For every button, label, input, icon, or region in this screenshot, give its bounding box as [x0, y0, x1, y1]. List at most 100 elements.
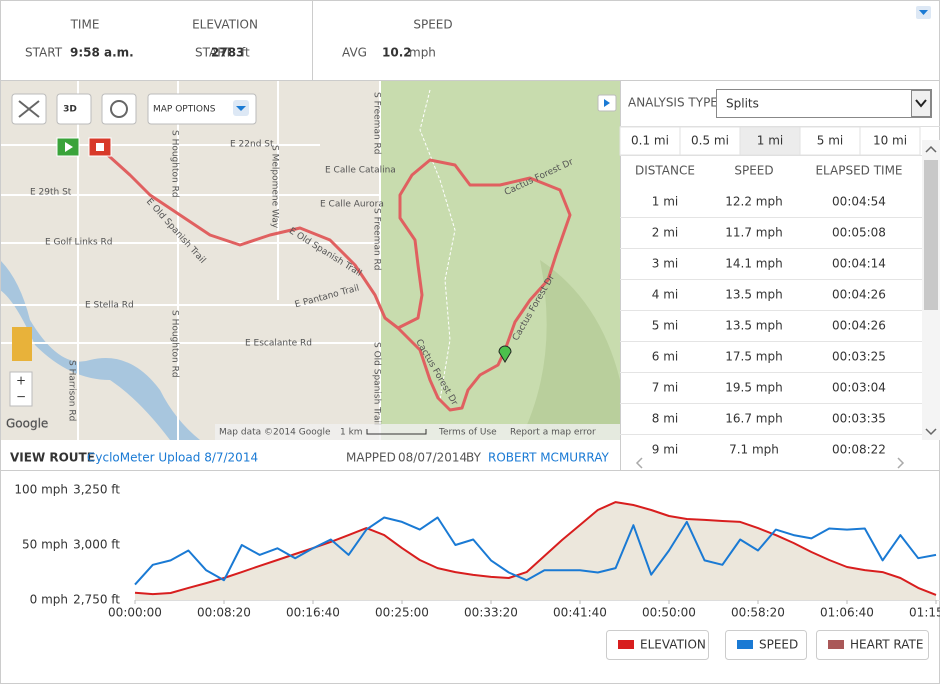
analysis-type-label: ANALYSIS TYPE:: [628, 96, 722, 110]
legend-label: SPEED: [759, 638, 798, 652]
cell: 00:03:35: [832, 412, 886, 426]
x-tick-label: 01:15:00: [909, 606, 940, 620]
route-name[interactable]: CycloMeter Upload 8/7/2014: [87, 451, 258, 465]
route: [98, 146, 572, 412]
line: [134, 516, 937, 586]
legend-swatch: [828, 640, 844, 649]
legend-button[interactable]: [816, 630, 929, 660]
line: [134, 501, 937, 596]
tab[interactable]: [799, 126, 861, 156]
cell: 1 mi: [652, 195, 678, 209]
select-value: Splits: [726, 97, 759, 111]
map-label: S Freeman Rd: [372, 92, 382, 155]
cell: 2 mi: [652, 226, 678, 240]
map-options-button[interactable]: [147, 93, 257, 125]
location-pin[interactable]: [498, 345, 512, 363]
map-label: E 29th St: [30, 188, 72, 198]
select-arrow: [911, 90, 931, 117]
map-label: S Houghton Rd: [170, 310, 180, 378]
x-tick-label: 00:58:20: [731, 606, 785, 620]
map-label: S Houghton Rd: [170, 130, 180, 198]
x-tick-label: 00:00:00: [108, 606, 162, 620]
map-label: S Melpomene Way: [270, 145, 280, 229]
cell: 00:04:54: [832, 195, 886, 209]
cell: 16.7 mph: [725, 412, 782, 426]
column-header: ELAPSED TIME: [815, 164, 902, 178]
x-tick-label: 00:41:40: [553, 606, 607, 620]
terms-link[interactable]: Terms of Use: [438, 428, 497, 438]
cell: 14.1 mph: [725, 257, 782, 271]
stat-label: TIME: [70, 18, 100, 32]
cell: 3 mi: [652, 257, 678, 271]
stat-unit: ft: [241, 46, 250, 60]
button-label: MAP OPTIONS: [153, 105, 216, 115]
scale-label: 1 km: [340, 428, 363, 438]
view-route-label: VIEW ROUTE: [10, 451, 95, 465]
tab[interactable]: [859, 126, 921, 156]
icon: [919, 10, 928, 15]
x-tick-label: 00:33:20: [464, 606, 518, 620]
map-label: E Golf Links Rd: [45, 238, 113, 248]
y2-tick-label: 3,000 ft: [73, 538, 120, 552]
chart: 0 mph 50 mph 100 mph 2,750 ft 3,000 ft 3,250 …: [14, 483, 940, 660]
icon: [925, 428, 937, 436]
map-label: S Harrison Rd: [67, 360, 77, 421]
map-label: S Freeman Rd: [372, 208, 382, 271]
analysis-type-select[interactable]: [716, 89, 932, 118]
cell: 17.5 mph: [725, 350, 782, 364]
rotate-button[interactable]: [101, 93, 137, 125]
icon: [110, 100, 128, 118]
map-label: E Stella Rd: [85, 301, 134, 311]
icon: [96, 143, 104, 151]
legend-swatch: [618, 640, 634, 649]
terrain: [520, 260, 620, 440]
zoom-control[interactable]: [9, 371, 33, 407]
icon: [925, 145, 937, 153]
by-label: BY: [466, 451, 482, 465]
tab[interactable]: [679, 126, 741, 156]
cell: 12.2 mph: [725, 195, 782, 209]
trails: [419, 89, 456, 401]
cell: 13.5 mph: [725, 288, 782, 302]
route-info: VIEW ROUTE CycloMeter Upload 8/7/2014 MA…: [0, 451, 940, 471]
stat-sub: START: [25, 46, 63, 60]
stat-value: 2783: [211, 46, 244, 60]
tab-label: 0.1 mi: [631, 134, 669, 148]
tab-label: 10 mi: [873, 134, 907, 148]
scroll-thumb[interactable]: [924, 160, 938, 310]
icon: [635, 457, 643, 469]
legend-button[interactable]: [725, 630, 807, 660]
attribution: Map data ©2014 Google: [219, 428, 331, 438]
three-d-button[interactable]: [56, 93, 92, 125]
tab[interactable]: [739, 126, 801, 156]
cell: 7.1 mph: [729, 443, 779, 457]
tab[interactable]: [619, 126, 681, 156]
tabs: 0.1 mi 0.5 mi 1 mi 5 mi 10 mi: [619, 126, 921, 156]
x-tick-label: 00:16:40: [286, 606, 340, 620]
mapped-date: 08/07/2014: [398, 451, 467, 465]
report-link[interactable]: Report a map error: [510, 428, 596, 438]
y-tick-label: 100 mph: [14, 483, 68, 497]
legend-button[interactable]: [606, 630, 709, 660]
legend-label: HEART RATE: [850, 638, 923, 652]
stat-sub: AVG: [342, 46, 367, 60]
icon: [18, 100, 40, 118]
map-label: E Calle Aurora: [320, 200, 384, 210]
stat-value: 9:58 a.m.: [70, 46, 134, 60]
cell: 7 mi: [652, 381, 678, 395]
stat-value: 10.2: [382, 46, 412, 60]
x-tick-label: 00:25:00: [375, 606, 429, 620]
cell: 00:04:14: [832, 257, 886, 271]
stat-label: SPEED: [413, 18, 452, 32]
stat-sub: START: [195, 46, 233, 60]
legend-label: ELEVATION: [640, 638, 706, 652]
cell: 4 mi: [652, 288, 678, 302]
author-link[interactable]: ROBERT MCMURRAY: [488, 451, 610, 465]
y-tick-label: 0 mph: [30, 593, 68, 607]
map[interactable]: E 22nd St E Calle Catalina E Calle Auror…: [0, 80, 620, 440]
zoom-out: −: [16, 390, 26, 404]
map-label: E 22nd St: [230, 140, 274, 150]
street-view[interactable]: [12, 327, 32, 361]
cell: 00:03:04: [832, 381, 886, 395]
